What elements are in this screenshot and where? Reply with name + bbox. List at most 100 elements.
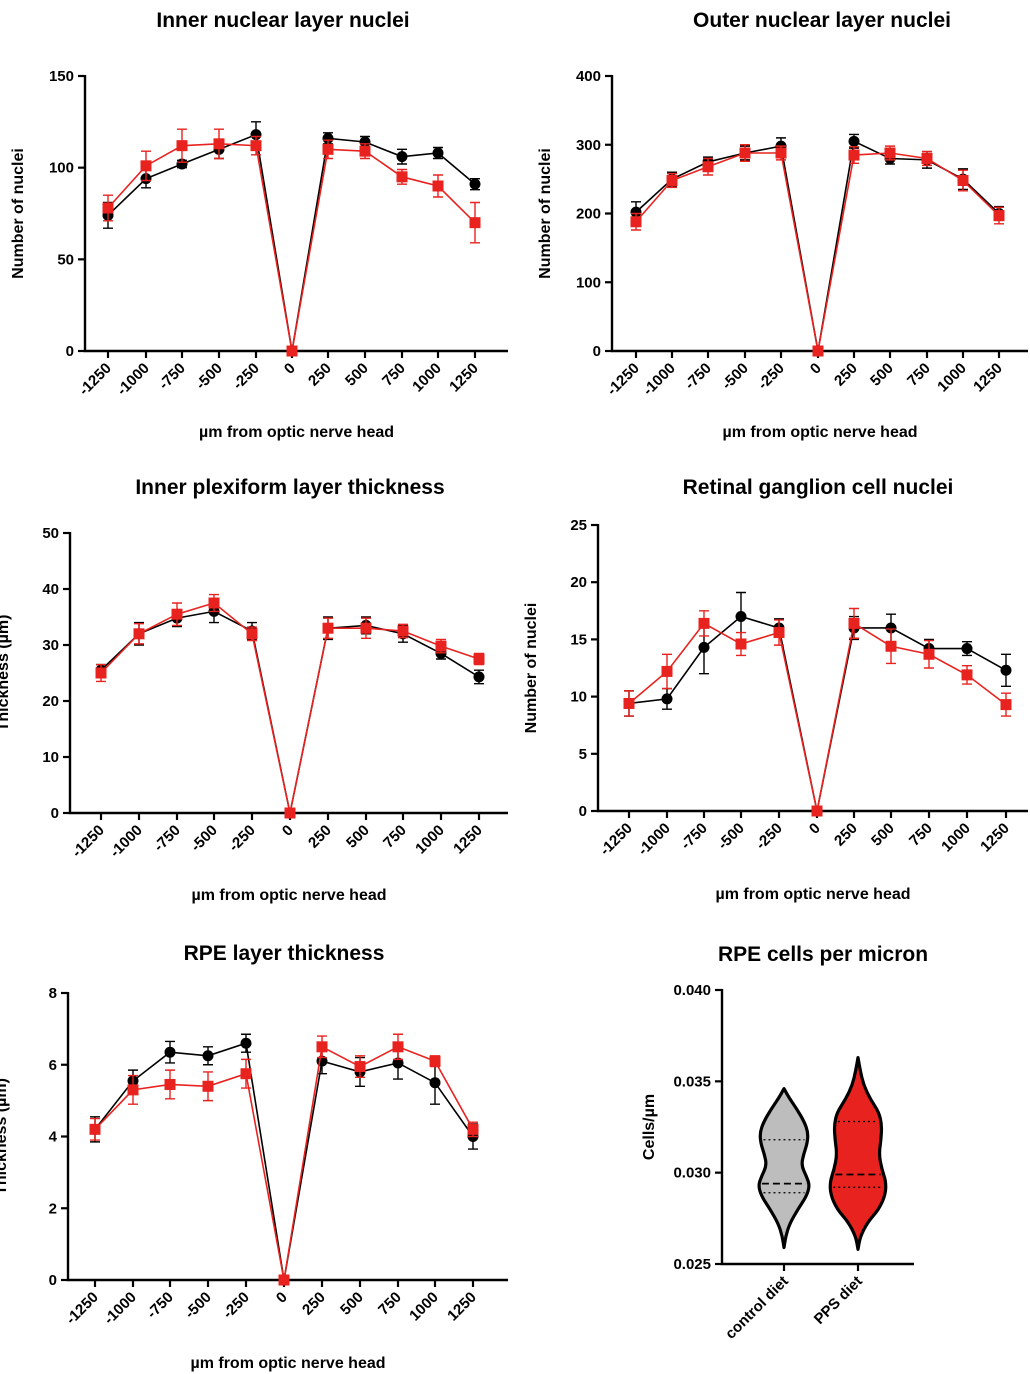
data-point xyxy=(171,608,183,620)
y-tick-label: 400 xyxy=(576,68,601,85)
data-point xyxy=(661,693,673,705)
data-point xyxy=(773,627,785,639)
x-tick-label: 750 xyxy=(904,360,934,390)
y-tick-label: 25 xyxy=(570,517,587,534)
x-tick-label: -1250 xyxy=(604,360,643,399)
x-tick-label: 1250 xyxy=(450,822,486,858)
data-point xyxy=(127,1084,139,1096)
data-point xyxy=(240,1037,252,1049)
data-point xyxy=(429,1077,441,1089)
series-line xyxy=(94,1042,474,1281)
x-tick-label: -750 xyxy=(156,360,189,393)
chart-title: Inner plexiform layer thickness xyxy=(135,476,444,499)
data-point xyxy=(848,149,860,161)
x-tick-label: -250 xyxy=(753,820,786,853)
x-tick-label: -500 xyxy=(182,1289,215,1322)
data-point xyxy=(661,665,673,677)
y-axis-label: Number of nuclei xyxy=(537,148,554,279)
x-axis-label: µm from optic nerve head xyxy=(191,887,386,904)
x-tick-label: -250 xyxy=(230,360,263,393)
x-tick-label: -1250 xyxy=(76,360,115,399)
series-control xyxy=(89,1033,479,1286)
violin-shape xyxy=(757,1087,811,1250)
series-line xyxy=(107,143,476,352)
data-point xyxy=(176,158,188,170)
y-tick-label: 150 xyxy=(49,68,74,85)
series-control xyxy=(102,121,481,357)
x-tick-label: 500 xyxy=(867,360,897,390)
data-point xyxy=(397,625,409,637)
x-tick-label: 750 xyxy=(906,820,936,850)
y-tick-label: 300 xyxy=(576,137,601,154)
series-pps xyxy=(102,128,481,357)
y-tick-label: 20 xyxy=(570,574,587,591)
line-chart-2: Outer nuclear layer nuclei 0 100 200 300 400 -… xyxy=(537,9,1028,441)
x-tick-label: 250 xyxy=(831,820,861,850)
data-point xyxy=(202,1050,214,1062)
data-point xyxy=(961,669,973,681)
x-tick-label: 0 xyxy=(807,360,825,378)
series-line xyxy=(107,133,476,352)
data-point xyxy=(354,1061,366,1073)
series-line xyxy=(100,602,480,814)
x-tick-label: 750 xyxy=(379,360,409,390)
x-tick-label: -1250 xyxy=(69,822,108,861)
x-tick-label: 0 xyxy=(273,1289,291,1307)
data-point xyxy=(812,345,824,357)
y-tick-label: 4 xyxy=(49,1129,58,1146)
data-point xyxy=(396,171,408,183)
x-tick-label: 0 xyxy=(281,360,299,378)
data-point xyxy=(322,622,334,634)
x-axis-label: µm from optic nerve head xyxy=(199,424,394,441)
line-chart-3: Inner plexiform layer thickness 0 10 20 30 40… xyxy=(0,476,508,904)
x-tick-label: 1250 xyxy=(444,1289,480,1325)
data-point xyxy=(993,210,1005,222)
x-tick-label: control diet xyxy=(722,1273,792,1343)
data-point xyxy=(885,640,897,652)
chart-title: RPE layer thickness xyxy=(184,942,385,965)
x-tick-label: -500 xyxy=(193,360,226,393)
y-axis-label: Cells/µm xyxy=(641,1094,658,1160)
x-tick-label: -500 xyxy=(188,822,221,855)
data-point xyxy=(392,1041,404,1053)
x-tick-label: 250 xyxy=(305,822,335,852)
x-tick-label: 0 xyxy=(279,822,297,840)
data-point xyxy=(884,147,896,159)
data-point xyxy=(630,216,642,228)
data-point xyxy=(473,671,485,683)
data-point xyxy=(432,180,444,192)
y-tick-label: 20 xyxy=(42,693,59,710)
data-point xyxy=(698,617,710,629)
data-point xyxy=(1000,699,1012,711)
x-tick-label: -1000 xyxy=(107,822,146,861)
data-point xyxy=(202,1080,214,1092)
series-line xyxy=(628,622,1007,812)
data-point xyxy=(208,597,220,609)
y-tick-label: 0.035 xyxy=(673,1073,711,1090)
line-chart-1: Inner nuclear layer nuclei 0 50 100 150 -1250… xyxy=(10,9,508,441)
line-chart-5: RPE layer thickness 0 2 4 6 8 -1250-1000 -750 -5… xyxy=(0,942,508,1372)
x-tick-label: PPS diet xyxy=(811,1273,866,1328)
y-tick-label: 50 xyxy=(42,525,59,542)
series-control xyxy=(95,599,485,819)
violin-chart: RPE cells per micron 0.025 0.030 0.035 0.040… xyxy=(641,943,928,1343)
x-axis-label: µm from optic nerve head xyxy=(715,886,910,903)
y-tick-label: 6 xyxy=(49,1057,57,1074)
data-point xyxy=(176,140,188,152)
axes xyxy=(83,75,508,353)
y-axis-label: Thickness (µm) xyxy=(0,1078,10,1195)
x-tick-label: 1250 xyxy=(970,360,1006,396)
data-point xyxy=(923,648,935,660)
data-point xyxy=(848,135,860,147)
x-tick-label: 1000 xyxy=(406,1289,442,1325)
x-tick-label: -250 xyxy=(226,822,259,855)
chart-title: Outer nuclear layer nuclei xyxy=(693,9,951,32)
x-tick-label: -750 xyxy=(678,820,711,853)
x-tick-label: -1250 xyxy=(63,1289,102,1328)
data-point xyxy=(284,807,296,819)
chart-title: RPE cells per micron xyxy=(718,943,928,966)
data-point xyxy=(775,147,787,159)
violin-shape xyxy=(828,1055,888,1251)
x-tick-label: 1000 xyxy=(409,360,445,396)
data-point xyxy=(630,206,642,218)
